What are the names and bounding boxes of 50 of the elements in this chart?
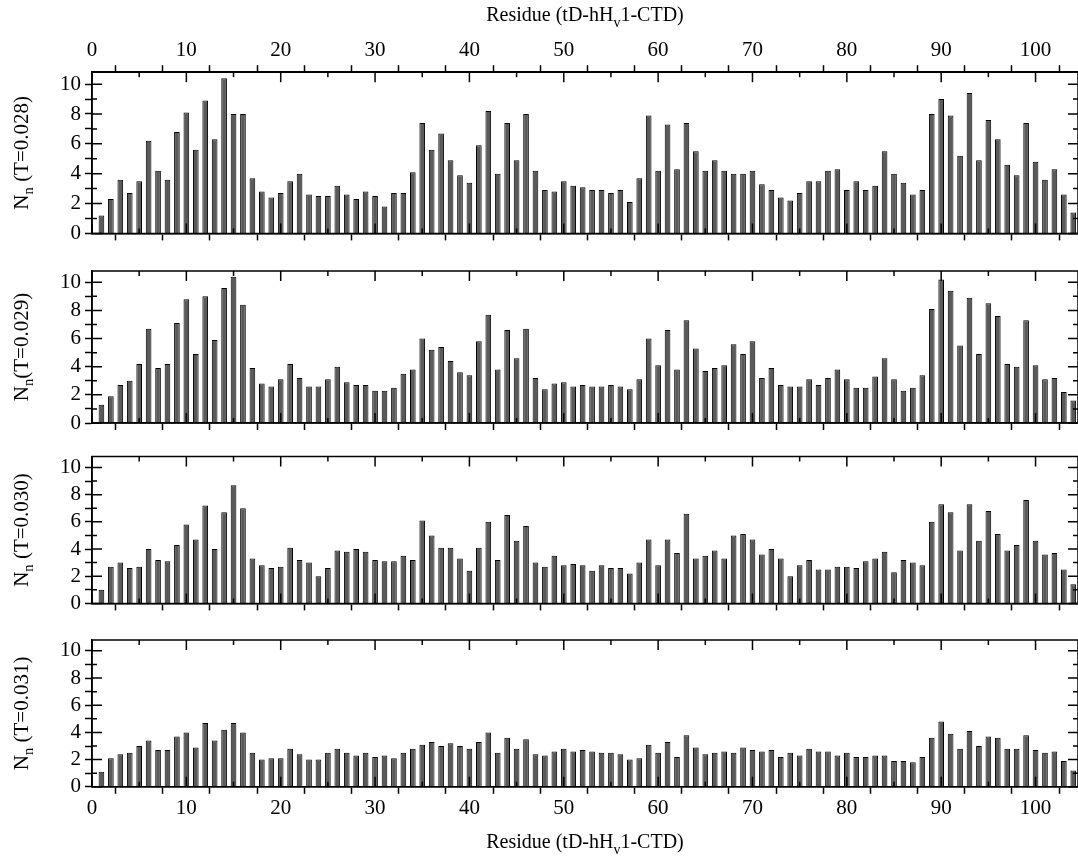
x-tick-label: 80 <box>836 794 858 819</box>
y-tick-label: 6 <box>70 325 81 350</box>
y-tick-label: 4 <box>70 718 82 743</box>
y-tick-label: 10 <box>60 637 81 662</box>
x-tick-label: 100 <box>1019 794 1052 819</box>
y-tick-label: 8 <box>70 481 81 506</box>
y-tick-label: 2 <box>70 562 81 587</box>
x2-tick-label: 100 <box>1019 37 1052 62</box>
y-tick-label: 10 <box>60 453 81 478</box>
x-tick-label: 20 <box>270 794 292 819</box>
y-tick-label: 2 <box>70 190 81 215</box>
x-tick-label: 30 <box>364 794 386 819</box>
x2-tick-label: 20 <box>270 37 292 62</box>
y-tick-label: 6 <box>70 508 81 533</box>
x2-tick-label: 30 <box>364 37 386 62</box>
y-tick-label: 0 <box>70 409 81 434</box>
y-axis-title: Nn (T=0.031) <box>8 656 37 771</box>
y-tick-label: 4 <box>70 353 82 378</box>
x2-tick-label: 80 <box>836 37 858 62</box>
y-tick-label: 2 <box>70 381 81 406</box>
y-tick-label: 10 <box>60 70 81 95</box>
y-tick-label: 0 <box>70 773 81 798</box>
y-axis-title: Nn (T=0.028) <box>8 95 37 210</box>
x-tick-label: 40 <box>458 794 480 819</box>
y-tick-label: 4 <box>70 535 82 560</box>
y-tick-label: 8 <box>70 100 81 125</box>
x2-tick-label: 10 <box>175 37 197 62</box>
x-tick-label: 60 <box>647 794 669 819</box>
y-axis-title: Nn (T=0.030) <box>8 473 37 587</box>
y-axis-title: Nn(T=0.029) <box>8 292 37 402</box>
x2-tick-label: 0 <box>86 37 98 62</box>
x2-tick-label: 50 <box>553 37 575 62</box>
y-tick-label: 4 <box>70 160 82 185</box>
x-tick-label: 90 <box>930 794 952 819</box>
y-tick-label: 2 <box>70 746 81 771</box>
x-tick-label: 0 <box>86 794 98 819</box>
y-tick-label: 8 <box>70 296 81 321</box>
x-tick-label: 10 <box>175 794 197 819</box>
x2-tick-label: 90 <box>930 37 952 62</box>
x2-tick-label: 70 <box>741 37 763 62</box>
x2-tick-label: 40 <box>458 37 480 62</box>
y-tick-label: 6 <box>70 130 81 155</box>
x-tick-label: 70 <box>741 794 763 819</box>
y-tick-label: 10 <box>60 268 81 293</box>
y-tick-label: 6 <box>70 691 81 716</box>
y-tick-label: 0 <box>70 219 81 244</box>
x2-tick-label: 60 <box>647 37 669 62</box>
y-tick-label: 8 <box>70 664 81 689</box>
x-tick-label: 50 <box>553 794 575 819</box>
y-tick-label: 0 <box>70 589 81 614</box>
